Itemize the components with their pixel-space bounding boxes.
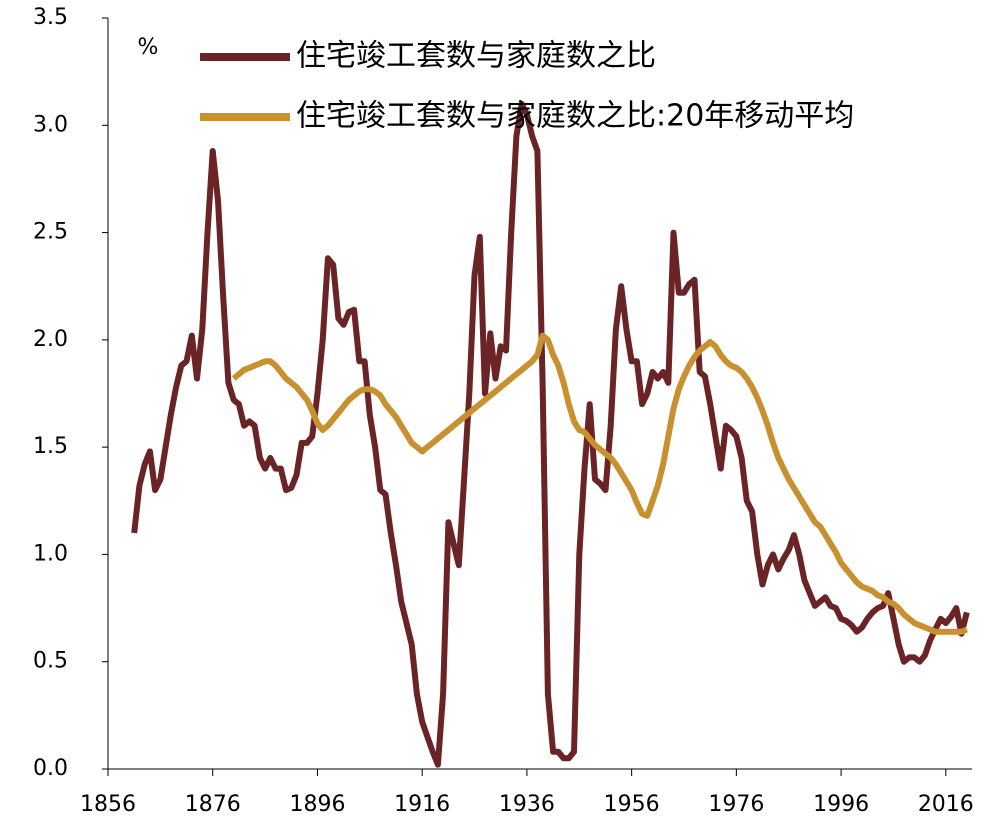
y-tick-label: 3.5: [33, 5, 68, 30]
y-tick-label: 0.5: [33, 649, 68, 674]
y-tick-label: 2.0: [33, 327, 68, 352]
x-tick-label: 1976: [708, 792, 764, 817]
x-tick-label: 1996: [813, 792, 869, 817]
y-tick-label: 0.0: [33, 756, 68, 781]
y-tick-label: 3.0: [33, 112, 68, 137]
x-tick-label: 2016: [918, 792, 974, 817]
y-unit: %: [138, 35, 159, 60]
x-tick-label: 1956: [604, 792, 660, 817]
legend-label: 住宅竣工套数与家庭数之比:20年移动平均: [296, 99, 854, 134]
y-tick-label: 1.5: [33, 434, 68, 459]
y-tick-label: 1.0: [33, 541, 68, 566]
x-tick-label: 1896: [289, 792, 345, 817]
series-line: [231, 332, 968, 635]
x-tick-label: 1916: [394, 792, 450, 817]
x-tick-label: 1856: [80, 792, 136, 817]
x-tick-label: 1936: [499, 792, 555, 817]
series-line: [131, 100, 970, 768]
y-tick-label: 2.5: [33, 220, 68, 245]
x-tick-label: 1876: [185, 792, 241, 817]
legend-label: 住宅竣工套数与家庭数之比: [296, 39, 656, 74]
